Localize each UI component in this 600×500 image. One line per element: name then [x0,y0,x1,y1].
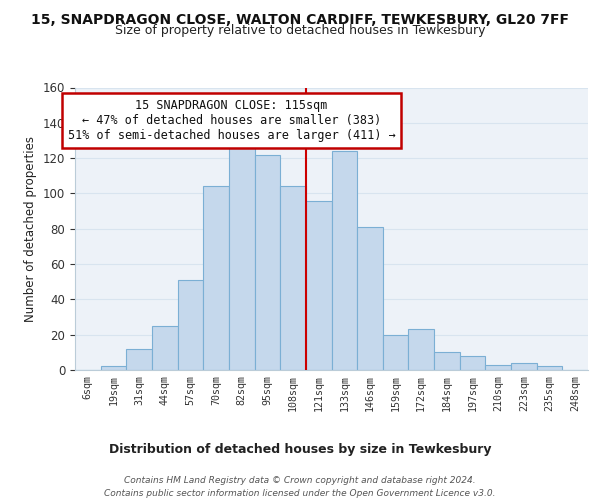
Bar [409,330,434,370]
Bar [203,186,229,370]
Bar [229,138,254,370]
Bar [306,200,331,370]
Bar [511,363,537,370]
Text: Distribution of detached houses by size in Tewkesbury: Distribution of detached houses by size … [109,442,491,456]
Text: Contains HM Land Registry data © Crown copyright and database right 2024.
Contai: Contains HM Land Registry data © Crown c… [104,476,496,498]
Bar [383,334,409,370]
Bar [254,154,280,370]
Bar [357,227,383,370]
Bar [485,364,511,370]
Text: Size of property relative to detached houses in Tewkesbury: Size of property relative to detached ho… [115,24,485,37]
Bar [460,356,485,370]
Bar [434,352,460,370]
Bar [280,186,306,370]
Text: 15 SNAPDRAGON CLOSE: 115sqm
← 47% of detached houses are smaller (383)
51% of se: 15 SNAPDRAGON CLOSE: 115sqm ← 47% of det… [68,99,395,142]
Bar [127,349,152,370]
Text: 15, SNAPDRAGON CLOSE, WALTON CARDIFF, TEWKESBURY, GL20 7FF: 15, SNAPDRAGON CLOSE, WALTON CARDIFF, TE… [31,12,569,26]
Bar [101,366,127,370]
Bar [537,366,562,370]
Y-axis label: Number of detached properties: Number of detached properties [25,136,37,322]
Bar [178,280,203,370]
Bar [331,151,357,370]
Bar [152,326,178,370]
